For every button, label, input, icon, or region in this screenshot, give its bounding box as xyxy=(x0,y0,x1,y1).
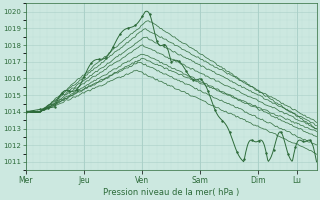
X-axis label: Pression niveau de la mer( hPa ): Pression niveau de la mer( hPa ) xyxy=(103,188,239,197)
